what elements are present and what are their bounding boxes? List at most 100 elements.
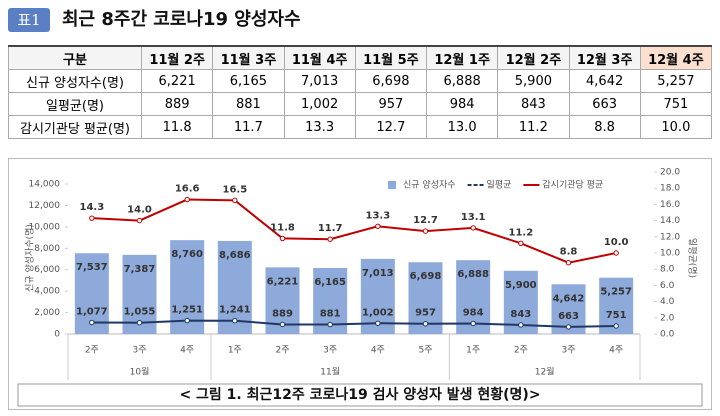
line-marker <box>327 321 333 328</box>
line-label: 1,055 <box>124 307 156 318</box>
line-label: 1,002 <box>362 307 394 318</box>
y2-tick-label: 2.0 <box>660 313 675 323</box>
table-cell: 889 <box>140 92 214 116</box>
table-cell: 8.8 <box>568 115 641 139</box>
table-cell: 5,900 <box>497 69 570 93</box>
bar-label: 4,642 <box>553 293 585 304</box>
bar-label: 5,257 <box>600 287 632 298</box>
line-marker <box>518 240 524 246</box>
table-cell: 11.7 <box>212 115 285 139</box>
chart: 0 2,000 4,000 6,000 8,000 10,000 12,000 14,000 0… <box>8 158 712 410</box>
line-marker <box>422 228 429 234</box>
line-label: 8.8 <box>560 247 578 258</box>
line-series <box>91 319 617 328</box>
table-cell: 11월 5주 <box>354 45 428 70</box>
table-cell: 6,165 <box>212 69 285 93</box>
y2-tick-label: 0.0 <box>660 330 675 340</box>
line-marker <box>375 223 381 229</box>
table-cell: 11월 3주 <box>212 45 285 70</box>
line-series <box>91 198 617 264</box>
page-title: 최근 8주간 코로나19 양성자수 <box>62 9 301 30</box>
bar-label: 7,387 <box>124 264 156 275</box>
line-marker <box>470 320 476 327</box>
bar-label: 6,221 <box>267 276 299 287</box>
x-tick-label: 4주 <box>609 345 623 356</box>
table-cell: 881 <box>212 92 285 116</box>
y2-tick-label: 6.0 <box>660 281 675 291</box>
table-cell: 13.0 <box>425 115 499 139</box>
y2-tick-label: 18.0 <box>660 184 680 194</box>
table-cell: 1,002 <box>283 92 356 116</box>
table-cell: 10.0 <box>639 115 713 139</box>
line-label: 16.5 <box>222 184 247 195</box>
table-cell: 11.2 <box>497 115 570 139</box>
line-label: 13.3 <box>365 210 390 221</box>
y-tick-label: 10,000 <box>29 222 61 232</box>
line-label: 10.0 <box>604 237 629 248</box>
x-tick-label: 3주 <box>323 345 337 356</box>
line-label: 889 <box>272 308 293 319</box>
table-cell: 751 <box>639 92 713 116</box>
line-marker <box>136 217 143 224</box>
bar-label: 6,165 <box>314 277 346 288</box>
table-cell: 감시기관당 평균(명) <box>8 115 142 139</box>
line-label: 1,077 <box>76 306 108 317</box>
line-marker <box>232 197 238 204</box>
chart-caption: < 그림 1. 최근12주 코로나19 검사 양성자 발생 현황(명)> <box>179 386 540 403</box>
line-marker <box>279 321 286 328</box>
y-tick-label: 8,000 <box>34 244 60 254</box>
y2-axis-title: 일평균(명) <box>687 238 698 278</box>
line-label: 14.0 <box>127 205 152 216</box>
bar-label: 6,888 <box>457 269 489 280</box>
y-tick-label: 12,000 <box>29 201 61 211</box>
line-marker <box>422 321 429 327</box>
legend-label: 신규 양성자수 <box>403 180 456 191</box>
header-row: 구분 11월 2주 11월 3주 11월 4주 11월 5주 12월 1주 12월 2주 12… <box>8 45 713 70</box>
line-label: 11.8 <box>270 222 295 233</box>
x-group-label: 11월 <box>320 366 340 378</box>
x-tick-label: 1주 <box>466 345 480 356</box>
line-marker <box>184 196 190 203</box>
y-tick-label: 2,000 <box>34 308 60 318</box>
line-marker <box>518 322 524 328</box>
table-cell: 663 <box>568 92 641 116</box>
y-axis-title: 신규 양성자수(명) <box>25 224 36 292</box>
line-label: 1,251 <box>171 305 203 316</box>
x-tick-label: 4주 <box>371 345 385 356</box>
caption-box <box>17 383 703 407</box>
table-cell: 12월 4주 <box>639 45 713 70</box>
table-cell: 957 <box>354 92 428 116</box>
y2-tick-label: 20.0 <box>660 168 680 178</box>
table-row: 신규 양성자수(명) 6,221 6,165 7,013 6,698 6,888 5,900… <box>8 69 713 93</box>
legend-label: 감시기관당 평균 <box>542 179 603 191</box>
table-cell: 5,257 <box>639 69 713 93</box>
table-cell: 12.7 <box>354 115 428 139</box>
line-label: 881 <box>320 309 341 320</box>
table-badge: 표1 <box>8 8 50 32</box>
y2-tick-label: 8.0 <box>660 265 675 275</box>
table-row: 감시기관당 평균(명) 11.8 11.7 13.3 12.7 13.0 11.2 8.8 10… <box>8 115 713 139</box>
line-marker <box>565 324 572 330</box>
table-cell: 7,013 <box>283 69 356 93</box>
line-marker <box>232 318 238 324</box>
line-marker <box>89 319 95 326</box>
line-label: 16.6 <box>175 184 200 195</box>
y2-tick-label: 14.0 <box>660 216 680 226</box>
table-cell: 일평균(명) <box>8 92 142 116</box>
x-group-label: 10월 <box>130 366 150 378</box>
line-marker <box>136 319 143 326</box>
bar-label: 7,013 <box>362 268 394 279</box>
line-label: 12.7 <box>413 215 438 226</box>
x-group-label: 12월 <box>535 366 555 378</box>
line-marker <box>613 323 619 329</box>
table-cell: 6,888 <box>425 69 499 93</box>
y2-tick-label: 16.0 <box>660 200 680 210</box>
line-label: 11.2 <box>508 227 533 238</box>
bar-label: 5,900 <box>505 280 537 291</box>
table-cell: 12월 1주 <box>425 45 499 70</box>
table-cell: 11.8 <box>140 115 214 139</box>
line-label: 984 <box>463 307 484 318</box>
line-label: 1,241 <box>219 305 251 316</box>
line-marker <box>279 235 286 242</box>
